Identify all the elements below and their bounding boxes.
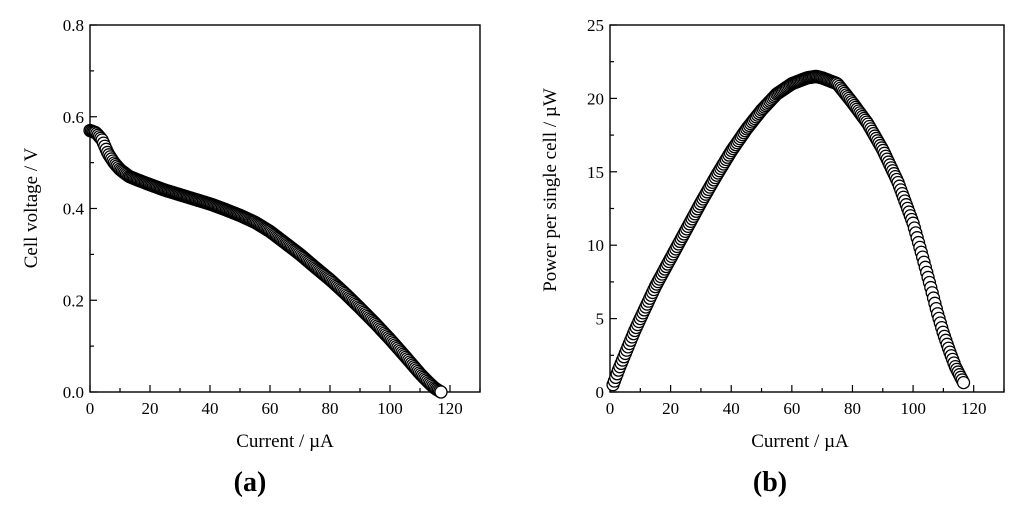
panel-b-x-tick-label: 20 — [662, 399, 679, 418]
panel-b-y-tick-label: 0 — [596, 383, 605, 402]
panel-a-y-tick-label: 0.0 — [63, 383, 84, 402]
panel-a-plot-frame — [89, 24, 481, 393]
panel-a-x-tick-label: 100 — [377, 399, 403, 418]
panel-b-label: (b) — [753, 467, 787, 498]
panel-a-x-tick-label: 120 — [437, 399, 463, 418]
panel-a-y-tick-label: 0.6 — [63, 108, 84, 127]
panel-b-x-axis-label: Current / µA — [751, 431, 849, 452]
panel-a-ticks: 0 20 40 60 80 100 120 0.0 0.2 0.4 0.6 0.8 — [63, 16, 481, 418]
panel-b-y-tick-label: 20 — [587, 89, 604, 108]
panel-b-x-tick-label: 60 — [783, 399, 800, 418]
panel-a-x-tick-label: 0 — [86, 399, 95, 418]
panel-a-x-axis-label: Current / µA — [236, 431, 334, 452]
panel-a-voltage-chart: 0 20 40 60 80 100 120 0.0 0.2 0.4 0.6 0.8 Current /… — [21, 16, 481, 498]
panel-b-power-chart: 0 20 40 60 80 100 120 0 5 10 15 20 25 Current / µA P… — [540, 16, 1005, 498]
panel-b-ticks: 0 20 40 60 80 100 120 0 5 10 15 20 25 — [587, 16, 1005, 418]
panel-a-x-tick-label: 40 — [202, 399, 219, 418]
panel-a-label: (a) — [234, 467, 267, 498]
panel-a-y-tick-label: 0.4 — [63, 200, 85, 219]
panel-a-x-tick-label: 80 — [322, 399, 339, 418]
panel-a-x-tick-label: 60 — [262, 399, 279, 418]
panel-b-x-tick-label: 80 — [844, 399, 861, 418]
panel-a-y-tick-label: 0.8 — [63, 16, 84, 35]
panel-a-data-points — [83, 123, 448, 399]
panel-b-y-tick-label: 10 — [587, 236, 604, 255]
panel-b-data-point — [956, 375, 971, 390]
panel-b-x-tick-label: 0 — [606, 399, 615, 418]
panel-b-data-points — [606, 69, 971, 392]
panel-b-y-tick-label: 5 — [596, 310, 605, 329]
panel-a-y-tick-label: 0.2 — [63, 291, 84, 310]
panel-b-x-tick-label: 100 — [900, 399, 926, 418]
panel-b-y-tick-label: 25 — [587, 16, 604, 35]
panel-a-y-axis-label: Cell voltage / V — [21, 147, 42, 268]
panel-a-x-tick-label: 20 — [142, 399, 159, 418]
panel-b-x-tick-label: 120 — [961, 399, 987, 418]
panel-b-y-axis-label: Power per single cell / µW — [540, 88, 561, 292]
panel-a-data-point — [434, 385, 448, 399]
panel-b-x-tick-label: 40 — [723, 399, 740, 418]
panel-b-y-tick-label: 15 — [587, 163, 604, 182]
